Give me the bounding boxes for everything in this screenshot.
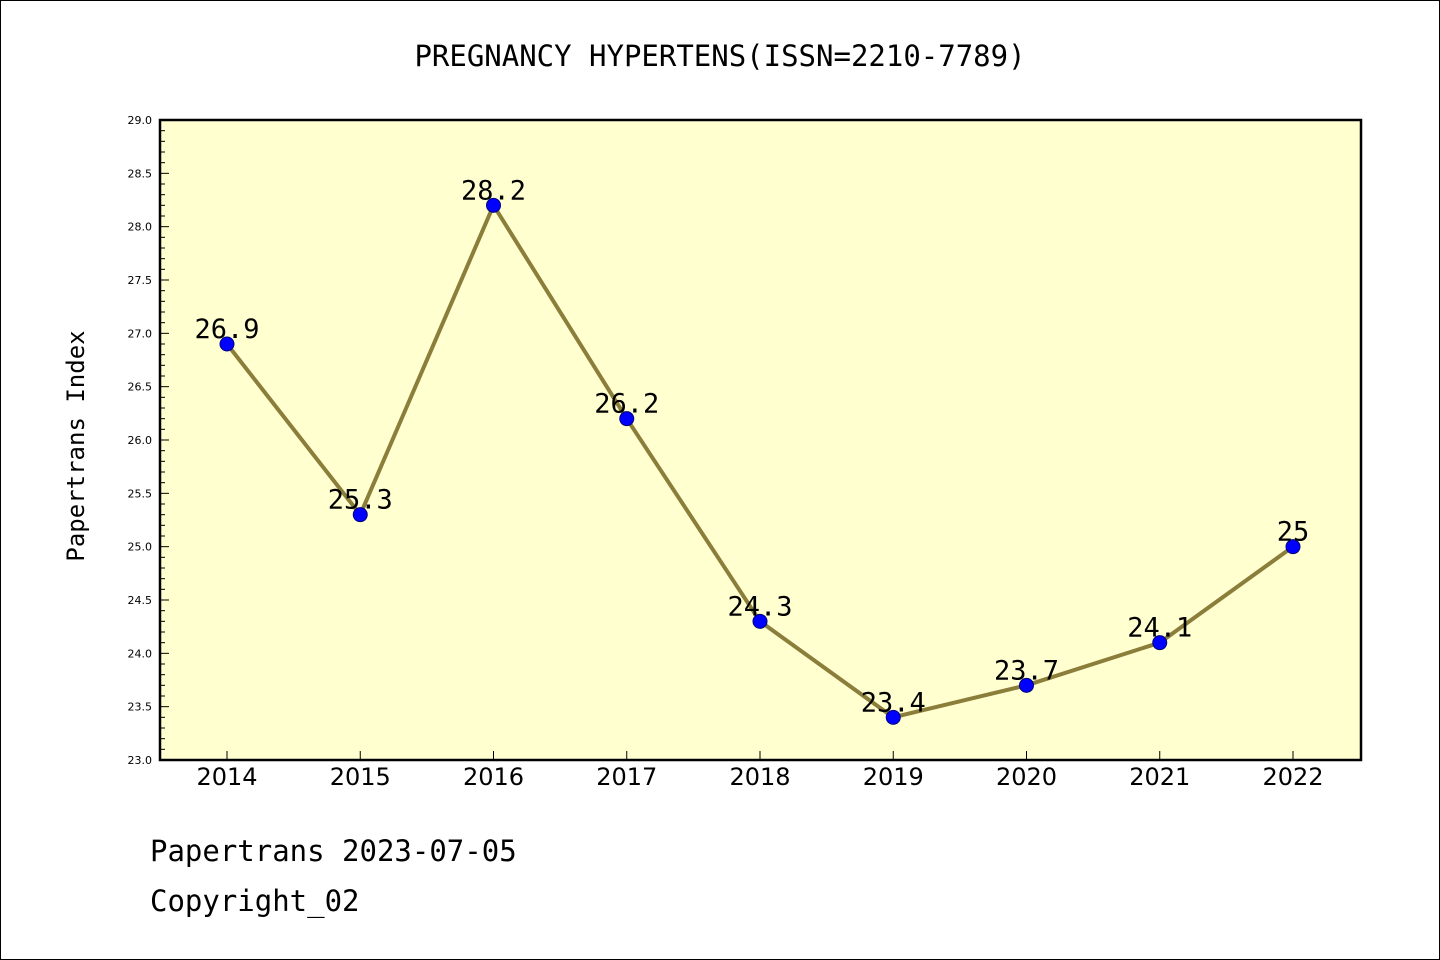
footer-date: Papertrans 2023-07-05 bbox=[150, 834, 517, 868]
x-tick-label: 2021 bbox=[1129, 763, 1190, 791]
y-tick-label: 25.0 bbox=[128, 541, 153, 554]
data-point bbox=[1152, 635, 1168, 651]
x-axis: 2014 2015 2016 2017 2018 2019 2020 2021 2022 bbox=[196, 751, 1324, 791]
plot-area bbox=[158, 118, 1363, 762]
data-point bbox=[752, 613, 768, 629]
data-label: 24.1 bbox=[1127, 613, 1192, 644]
x-tick-label: 2020 bbox=[996, 763, 1057, 791]
data-point bbox=[619, 411, 635, 427]
series-layer: 26.9 25.3 28.2 26.2 24.3 23.4 23.7 24.1 25 bbox=[194, 175, 1310, 725]
y-tick-label: 27.5 bbox=[128, 274, 153, 287]
footer-copyright: Copyright_02 bbox=[150, 884, 360, 918]
x-tick-label: 2014 bbox=[196, 763, 257, 791]
y-tick-label: 23.0 bbox=[128, 754, 153, 767]
data-point bbox=[352, 507, 368, 523]
data-label: 23.7 bbox=[994, 655, 1059, 686]
data-label: 26.9 bbox=[194, 314, 259, 345]
x-tick-label: 2015 bbox=[330, 763, 391, 791]
data-label: 28.2 bbox=[461, 175, 526, 206]
y-axis: 23.0 23.5 24.0 24.5 25.0 25.5 26.0 26.5 27.0 27.5… bbox=[128, 114, 169, 767]
y-axis-label: Papertrans Index bbox=[62, 330, 90, 561]
x-tick-label: 2019 bbox=[863, 763, 924, 791]
x-tick-label: 2016 bbox=[463, 763, 524, 791]
y-tick-label: 24.0 bbox=[128, 647, 153, 660]
chart-title: PREGNANCY HYPERTENS(ISSN=2210-7789) bbox=[414, 39, 1025, 73]
data-label: 25.3 bbox=[328, 485, 393, 516]
y-tick-label: 26.0 bbox=[128, 434, 153, 447]
y-tick-label: 27.0 bbox=[128, 327, 153, 340]
data-point bbox=[1285, 539, 1301, 555]
data-label: 26.2 bbox=[594, 389, 659, 420]
y-tick-label: 29.0 bbox=[128, 114, 153, 127]
x-tick-label: 2022 bbox=[1262, 763, 1323, 791]
data-label: 23.4 bbox=[861, 687, 926, 718]
data-point bbox=[486, 197, 501, 213]
y-tick-label: 25.5 bbox=[128, 487, 153, 500]
data-point bbox=[885, 709, 901, 725]
data-label: 24.3 bbox=[727, 591, 792, 622]
x-tick-label: 2017 bbox=[596, 763, 657, 791]
data-point bbox=[1019, 677, 1034, 693]
y-tick-label: 28.5 bbox=[128, 167, 153, 180]
y-tick-label: 28.0 bbox=[128, 221, 153, 234]
y-tick-label: 26.5 bbox=[128, 381, 153, 394]
y-tick-label: 24.5 bbox=[128, 594, 153, 607]
data-label: 25 bbox=[1277, 517, 1310, 548]
x-tick-label: 2018 bbox=[729, 763, 790, 791]
y-tick-label: 23.5 bbox=[128, 701, 153, 714]
data-point bbox=[219, 336, 235, 352]
